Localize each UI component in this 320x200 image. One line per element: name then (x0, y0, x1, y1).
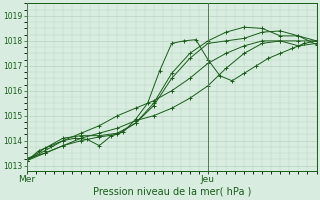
X-axis label: Pression niveau de la mer( hPa ): Pression niveau de la mer( hPa ) (92, 187, 251, 197)
